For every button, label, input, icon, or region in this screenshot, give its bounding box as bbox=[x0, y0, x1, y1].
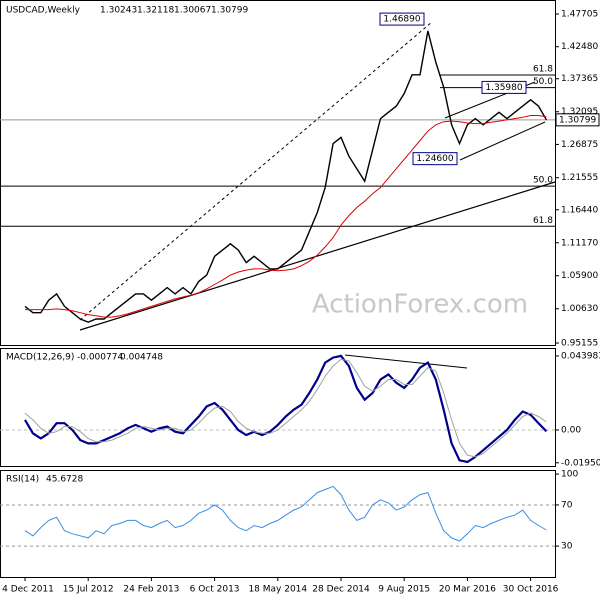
y-tick-label: 1.05900 bbox=[561, 271, 598, 281]
y-tick-label: 0.95155 bbox=[561, 339, 598, 349]
fib-label: 50.0 bbox=[533, 77, 553, 87]
series-line bbox=[24, 485, 547, 542]
watermark: ActionForex.com bbox=[312, 290, 528, 320]
price-tag-label: 1.30799 bbox=[559, 115, 596, 125]
y-tick-label: 0.00 bbox=[561, 425, 581, 435]
y-tick-label: 30 bbox=[561, 542, 573, 552]
x-tick-label: 15 Jul 2012 bbox=[63, 585, 114, 595]
close-value: 1.30799 bbox=[211, 6, 248, 16]
annotation-box bbox=[481, 80, 527, 94]
annotation-label: 1.35980 bbox=[485, 83, 522, 93]
y-tick-label: 1.42480 bbox=[561, 42, 598, 52]
signal-value: 0.004748 bbox=[120, 353, 163, 363]
annotation-box bbox=[379, 12, 425, 26]
low-value: 1.30067 bbox=[174, 6, 211, 16]
trendline bbox=[79, 21, 433, 321]
x-tick-label: 4 Dec 2011 bbox=[2, 585, 54, 595]
y-tick-label: 1.32095 bbox=[561, 107, 598, 117]
annotation-box bbox=[412, 152, 458, 166]
annotation-label: 1.24600 bbox=[416, 154, 453, 164]
x-tick-label: 18 May 2014 bbox=[248, 585, 307, 595]
x-tick-label: 20 Mar 2016 bbox=[439, 585, 496, 595]
symbol-title: USDCAD,Weekly bbox=[6, 6, 81, 16]
open-value: 1.30243 bbox=[100, 6, 137, 16]
channel-line bbox=[459, 121, 546, 161]
y-tick-label: 100 bbox=[561, 470, 578, 480]
y-tick-label: 1.37365 bbox=[561, 74, 598, 84]
x-tick-label: 30 Oct 2016 bbox=[503, 585, 559, 595]
series-line bbox=[24, 30, 548, 323]
series-line bbox=[24, 358, 547, 458]
series-line bbox=[24, 354, 548, 464]
price-panel bbox=[0, 0, 556, 346]
rsi-value: 45.6728 bbox=[46, 475, 83, 485]
macd-panel bbox=[0, 348, 556, 467]
y-tick-label: 1.00630 bbox=[561, 304, 598, 314]
series-line bbox=[25, 115, 547, 318]
trendline bbox=[79, 181, 556, 331]
y-tick-label: 1.11170 bbox=[561, 238, 598, 248]
x-tick-label: 24 Feb 2013 bbox=[123, 585, 179, 595]
y-tick-label: 0.043983 bbox=[561, 351, 600, 361]
price-tag bbox=[555, 113, 600, 127]
x-tick-label: 6 Oct 2013 bbox=[190, 585, 240, 595]
y-tick-label: 1.16440 bbox=[561, 205, 598, 215]
fib-label: 61.8 bbox=[533, 216, 553, 226]
divergence-line bbox=[344, 354, 468, 369]
y-tick-label: 1.47705 bbox=[561, 9, 598, 19]
x-tick-label: 9 Aug 2015 bbox=[378, 585, 430, 595]
x-tick-label: 28 Dec 2014 bbox=[312, 585, 370, 595]
macd-value: -0.000774 bbox=[77, 353, 123, 363]
y-tick-label: 1.26875 bbox=[561, 140, 598, 150]
high-value: 1.32118 bbox=[137, 6, 174, 16]
y-tick-label: 1.21555 bbox=[561, 173, 598, 183]
fib-label: 61.8 bbox=[533, 65, 553, 75]
fib-label: 50.0 bbox=[533, 176, 553, 186]
annotation-label: 1.46890 bbox=[383, 15, 420, 25]
rsi-title: RSI(14) bbox=[6, 475, 39, 485]
macd-title: MACD(12,26,9) bbox=[6, 353, 74, 363]
y-tick-label: 70 bbox=[561, 500, 573, 510]
